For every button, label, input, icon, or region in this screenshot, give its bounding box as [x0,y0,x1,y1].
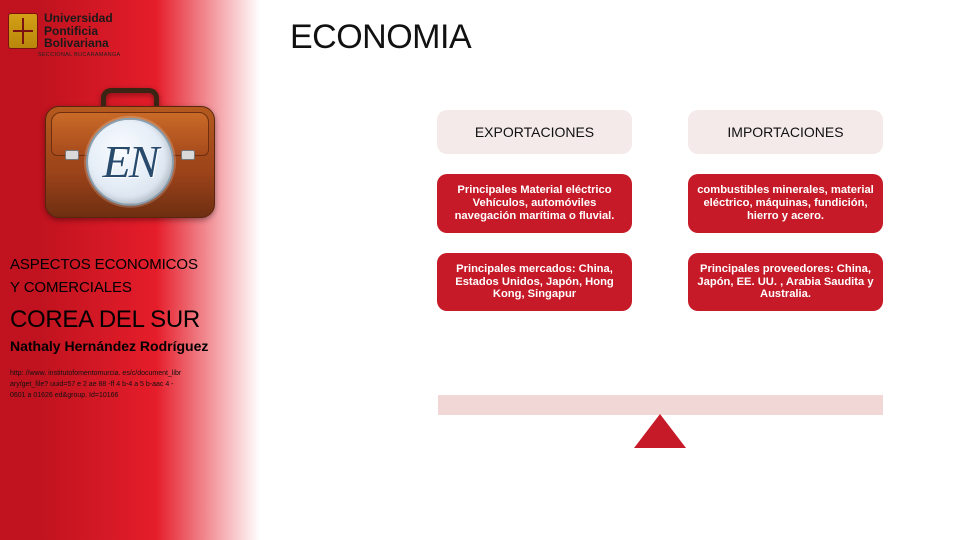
balance-scale-base [410,395,910,448]
sidebar-title: COREA DEL SUR [10,306,254,334]
sidebar-url: http: //www. institutofomentomurcia. es/… [10,368,254,402]
export-markets-card: Principales mercados: China, Estados Uni… [437,253,632,312]
sidebar: Universidad Pontificia Bolivariana SECCI… [0,0,260,540]
import-header-card: IMPORTACIONES [688,110,883,154]
en-badge: EN [86,118,174,206]
logo-line3: Bolivariana [44,37,113,50]
scale-beam-icon [438,395,883,415]
suitcase-clasp-icon [65,150,79,160]
balance-scale-cards: EXPORTACIONES IMPORTACIONES Principales … [410,110,910,311]
logo-line1: Universidad [44,12,113,25]
sidebar-heading-2: Y COMERCIALES [10,279,254,296]
url-line: ary/get_file? uuid=57 e 2 ae 88 -ff 4 b-… [10,379,254,390]
suitcase-graphic: EN [0,88,260,218]
scale-fulcrum-icon [634,414,686,448]
sidebar-author: Nathaly Hernández Rodríguez [10,338,254,354]
url-line: 0601 a 01626 ed&group. Id=10166 [10,390,254,401]
scale-row-markets: Principales mercados: China, Estados Uni… [410,253,910,312]
import-providers-card: Principales proveedores: China, Japón, E… [688,253,883,312]
logo-text: Universidad Pontificia Bolivariana [44,12,113,50]
export-header-card: EXPORTACIONES [437,110,632,154]
scale-row-headers: EXPORTACIONES IMPORTACIONES [410,110,910,154]
sidebar-texts: ASPECTOS ECONOMICOS Y COMERCIALES COREA … [0,256,260,402]
suitcase-clasp-icon [181,150,195,160]
export-products-card: Principales Material eléctrico Vehículos… [437,174,632,233]
sidebar-heading-1: ASPECTOS ECONOMICOS [10,256,254,273]
main-content: ECONOMIA EXPORTACIONES IMPORTACIONES Pri… [260,0,960,540]
logo-subtitle: SECCIONAL BUCARAMANGA [38,52,260,58]
page-title: ECONOMIA [290,18,948,57]
badge-text: EN [103,135,158,188]
logo-crest-icon [8,13,38,49]
url-line: http: //www. institutofomentomurcia. es/… [10,368,254,379]
scale-row-products: Principales Material eléctrico Vehículos… [410,174,910,233]
import-products-card: combustibles minerales, material eléctri… [688,174,883,233]
university-logo: Universidad Pontificia Bolivariana [0,0,260,54]
